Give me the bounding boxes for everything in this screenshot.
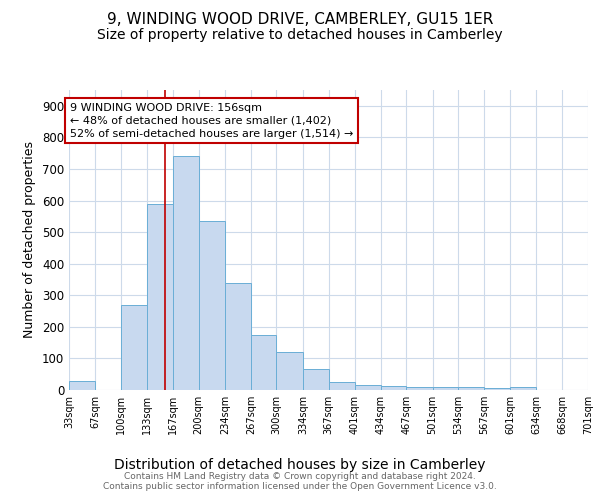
Text: Distribution of detached houses by size in Camberley: Distribution of detached houses by size …: [114, 458, 486, 471]
Bar: [406, 387, 433, 390]
Bar: [277, 352, 303, 390]
Text: Contains HM Land Registry data © Crown copyright and database right 2024.: Contains HM Land Registry data © Crown c…: [124, 472, 476, 481]
Text: 9 WINDING WOOD DRIVE: 156sqm
← 48% of detached houses are smaller (1,402)
52% of: 9 WINDING WOOD DRIVE: 156sqm ← 48% of de…: [70, 102, 353, 139]
Bar: [511, 388, 536, 390]
Bar: [458, 388, 484, 390]
Bar: [199, 221, 225, 390]
Bar: [303, 369, 329, 390]
Bar: [380, 386, 406, 390]
Bar: [121, 304, 146, 390]
Bar: [329, 382, 355, 390]
Bar: [225, 282, 251, 390]
Text: Contains public sector information licensed under the Open Government Licence v3: Contains public sector information licen…: [103, 482, 497, 491]
Bar: [173, 156, 199, 390]
Text: 9, WINDING WOOD DRIVE, CAMBERLEY, GU15 1ER: 9, WINDING WOOD DRIVE, CAMBERLEY, GU15 1…: [107, 12, 493, 28]
Bar: [69, 382, 95, 390]
Bar: [355, 386, 380, 390]
Bar: [146, 204, 173, 390]
Bar: [251, 334, 277, 390]
Bar: [484, 388, 511, 390]
Text: Size of property relative to detached houses in Camberley: Size of property relative to detached ho…: [97, 28, 503, 42]
Bar: [433, 388, 458, 390]
Y-axis label: Number of detached properties: Number of detached properties: [23, 142, 37, 338]
